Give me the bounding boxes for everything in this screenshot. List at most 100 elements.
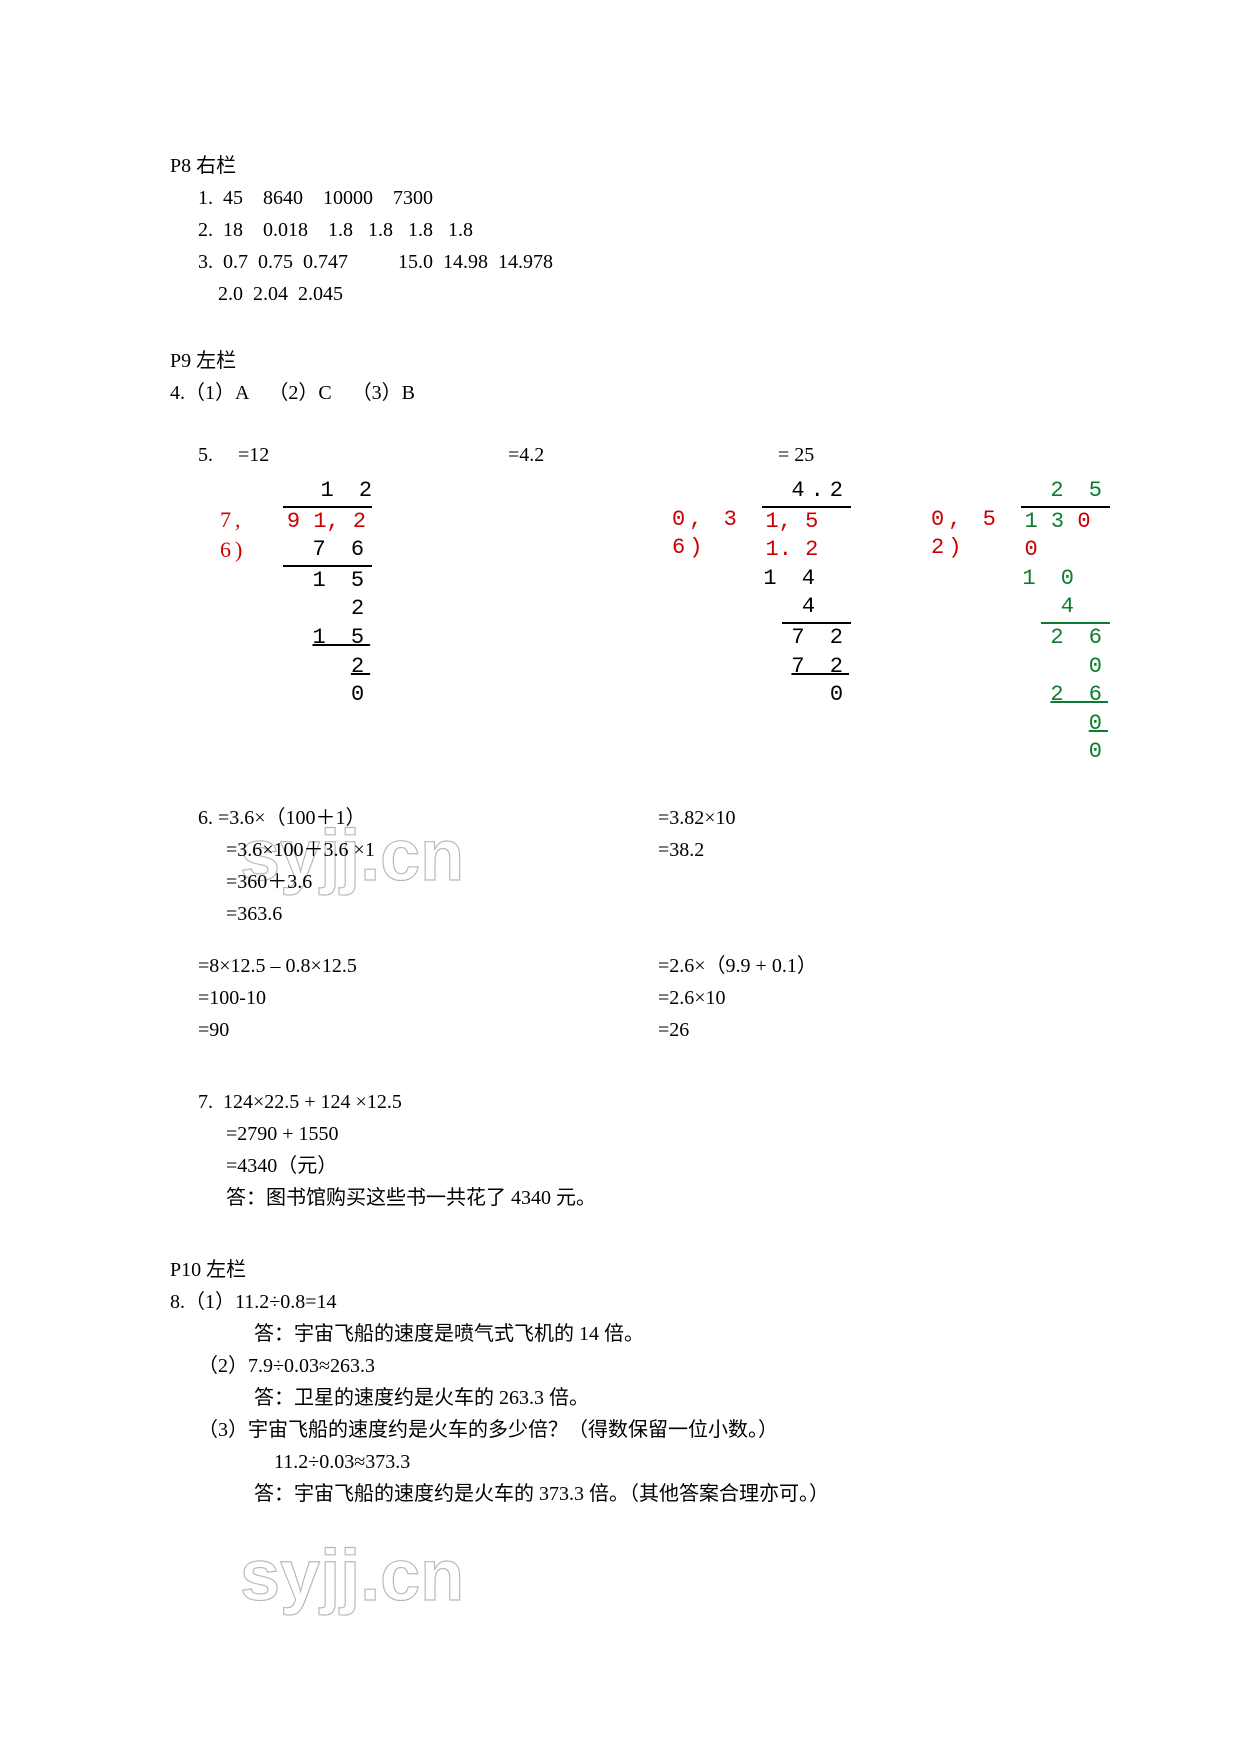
q2-row: 2. 18 0.018 1.8 1.8 1.8 1.8 — [170, 214, 1110, 246]
ld1-wrap: 7, 6) 9 1, 2 7 6 1 5 2 1 5 2 0 — [220, 506, 380, 710]
q6-col2: =3.82×10 =38.2 — [658, 802, 736, 930]
q5-section: 5. =12 =4.2 = 25 1 2 7, 6) 9 1, 2 7 6 1 … — [170, 444, 1110, 767]
q5-eq1: =4.2 — [508, 444, 778, 467]
q5-eq0: =12 — [238, 444, 508, 467]
q3a-v2: 0.747 — [303, 251, 348, 273]
p8-title: P8 右栏 — [170, 150, 1110, 182]
q6c1-3: =363.6 — [198, 898, 498, 930]
q8-p2b: 答：卫星的速度约是火车的 263.3 倍。 — [170, 1382, 1110, 1414]
q3b-v0: 2.0 — [218, 283, 243, 305]
ld2-s1: 7 2 — [762, 624, 851, 653]
ld3-divisor: 0, 5 2) — [931, 506, 1021, 563]
q3a-v0: 0.7 — [223, 251, 248, 273]
ld3: 2 5 0, 5 2) 1 3 0 0 1 0 4 2 6 0 2 6 0 0 — [931, 477, 1110, 767]
q5-eq2: = 25 — [778, 444, 978, 467]
q2-v1: 0.018 — [263, 219, 308, 241]
ld1-s1: 1 5 2 — [283, 567, 372, 624]
ld2-divisor: 0, 3 6) — [672, 506, 762, 563]
ld3-s3: 0 — [1021, 738, 1110, 767]
q6c2-1: =38.2 — [658, 834, 736, 866]
q4-p2: （3）B — [352, 382, 415, 404]
p8-section: P8 右栏 1. 45 8640 10000 7300 2. 18 0.018 … — [170, 150, 1110, 310]
q8-p1b: 答：宇宙飞船的速度是喷气式飞机的 14 倍。 — [170, 1318, 1110, 1350]
ld3-wrap: 0, 5 2) 1 3 0 0 1 0 4 2 6 0 2 6 0 0 — [931, 506, 1110, 767]
q1-v3: 7300 — [393, 187, 433, 209]
ld1-divisor: 7, 6) — [220, 506, 279, 567]
q6-row1: 6. =3.6×（100＋1） =3.6×100＋3.6 ×1 =360＋3.6… — [170, 802, 1110, 930]
q6-row2: =8×12.5 – 0.8×12.5 =100-10 =90 =2.6×（9.9… — [170, 950, 1110, 1046]
ld1-s3: 0 — [283, 681, 372, 710]
ld2-wrap: 0, 3 6) 1, 5 1. 2 1 4 4 7 2 7 2 0 — [672, 506, 851, 710]
ld2: 4.2 0, 3 6) 1, 5 1. 2 1 4 4 7 2 7 2 0 — [672, 477, 851, 767]
ld3-s0: 1 0 4 — [1021, 565, 1110, 622]
watermark-text-2: syjj.cn — [240, 1536, 464, 1616]
q3a-v4: 15.0 — [398, 251, 433, 273]
q5-eq-row: 5. =12 =4.2 = 25 — [170, 444, 1110, 467]
q1-row: 1. 45 8640 10000 7300 — [170, 182, 1110, 214]
q1-v2: 10000 — [323, 187, 373, 209]
q7-section: 7. 124×22.5 + 124 ×12.5 =2790 + 1550 =43… — [170, 1086, 1110, 1214]
q6c3-0: =8×12.5 – 0.8×12.5 — [198, 950, 498, 982]
q2-num: 2. — [198, 219, 213, 241]
q6c4-1: =2.6×10 — [658, 982, 817, 1014]
ld2-s3: 0 — [762, 681, 851, 710]
ld3-quotient: 2 5 — [931, 477, 1110, 506]
q1-v0: 45 — [223, 187, 243, 209]
q2-v3: 1.8 — [368, 219, 393, 241]
ld2-dividend: 1, 5 1. 2 1 4 4 7 2 7 2 0 — [762, 506, 851, 710]
q6-col1: 6. =3.6×（100＋1） =3.6×100＋3.6 ×1 =360＋3.6… — [198, 802, 498, 930]
q8-p1a-t: （1）11.2÷0.8=14 — [185, 1291, 337, 1313]
p10-section: P10 左栏 8.（1）11.2÷0.8=14 答：宇宙飞船的速度是喷气式飞机的… — [170, 1254, 1110, 1510]
q6c3-1: =100-10 — [198, 982, 498, 1014]
q2-v5: 1.8 — [448, 219, 473, 241]
q6c1-1: =3.6×100＋3.6 ×1 — [198, 834, 498, 866]
q7-l3: 答：图书馆购买这些书一共花了 4340 元。 — [170, 1182, 1110, 1214]
q1-v1: 8640 — [263, 187, 303, 209]
q3a-v6: 14.978 — [498, 251, 553, 273]
q7-l0: 124×22.5 + 124 ×12.5 — [223, 1091, 402, 1113]
q7-l2: =4340（元） — [170, 1150, 1110, 1182]
ld1-s2: 1 5 2 — [283, 624, 372, 681]
ld2-quotient: 4.2 — [672, 477, 851, 506]
ld2-s0: 1 4 4 — [762, 565, 851, 622]
q2-v2: 1.8 — [328, 219, 353, 241]
q6-num: 6. — [198, 807, 213, 829]
q2-v0: 18 — [223, 219, 243, 241]
q8-p3c: 答：宇宙飞船的速度约是火车的 373.3 倍。（其他答案合理亦可。） — [170, 1478, 1110, 1510]
ld1: 1 2 7, 6) 9 1, 2 7 6 1 5 2 1 5 2 0 — [220, 477, 380, 767]
ld3-s2: 2 6 0 — [1021, 681, 1110, 738]
q3b-v1: 2.04 — [253, 283, 288, 305]
ld2-s2: 7 2 — [762, 653, 851, 682]
q8-p1a: 8.（1）11.2÷0.8=14 — [170, 1286, 1110, 1318]
q6c3-2: =90 — [198, 1014, 498, 1046]
q3a-row: 3. 0.7 0.75 0.747 15.0 14.98 14.978 — [170, 246, 1110, 278]
q6c1-0: =3.6×（100＋1） — [218, 807, 366, 829]
q4-num: 4. — [170, 382, 185, 404]
q3a-v1: 0.75 — [258, 251, 293, 273]
p9-section: P9 左栏 4.（1）A （2）C （3）B — [170, 345, 1110, 409]
q6c4-2: =26 — [658, 1014, 817, 1046]
q6c4-0: =2.6×（9.9 + 0.1） — [658, 950, 817, 982]
q4-p0: （1）A — [185, 382, 248, 404]
watermark-2: syjj.cn — [240, 1520, 720, 1644]
q4-row: 4.（1）A （2）C （3）B — [170, 377, 1110, 409]
q3-num: 3. — [198, 251, 213, 273]
ld3-dividend: 1 3 0 0 1 0 4 2 6 0 2 6 0 0 — [1021, 506, 1110, 767]
long-division-row: 1 2 7, 6) 9 1, 2 7 6 1 5 2 1 5 2 0 4.2 0… — [170, 477, 1110, 767]
q2-v4: 1.8 — [408, 219, 433, 241]
q6-section: 6. =3.6×（100＋1） =3.6×100＋3.6 ×1 =360＋3.6… — [170, 802, 1110, 1046]
q6c2-0: =3.82×10 — [658, 802, 736, 834]
q1-num: 1. — [198, 187, 213, 209]
q3b-v2: 2.045 — [298, 283, 343, 305]
ld1-quotient: 1 2 — [220, 477, 380, 506]
ld3-s1: 2 6 0 — [1021, 624, 1110, 681]
q6-col3: =8×12.5 – 0.8×12.5 =100-10 =90 — [198, 950, 498, 1046]
q7-line0: 7. 124×22.5 + 124 ×12.5 — [170, 1086, 1110, 1118]
q4-p1: （2）C — [268, 382, 331, 404]
q3a-v5: 14.98 — [443, 251, 488, 273]
q5-num: 5. — [198, 444, 238, 467]
ld1-dividend: 9 1, 2 7 6 1 5 2 1 5 2 0 — [279, 506, 380, 710]
q8-p3b: 11.2÷0.03≈373.3 — [170, 1446, 1110, 1478]
q8-num: 8. — [170, 1291, 185, 1313]
q6-col4: =2.6×（9.9 + 0.1） =2.6×10 =26 — [658, 950, 817, 1046]
